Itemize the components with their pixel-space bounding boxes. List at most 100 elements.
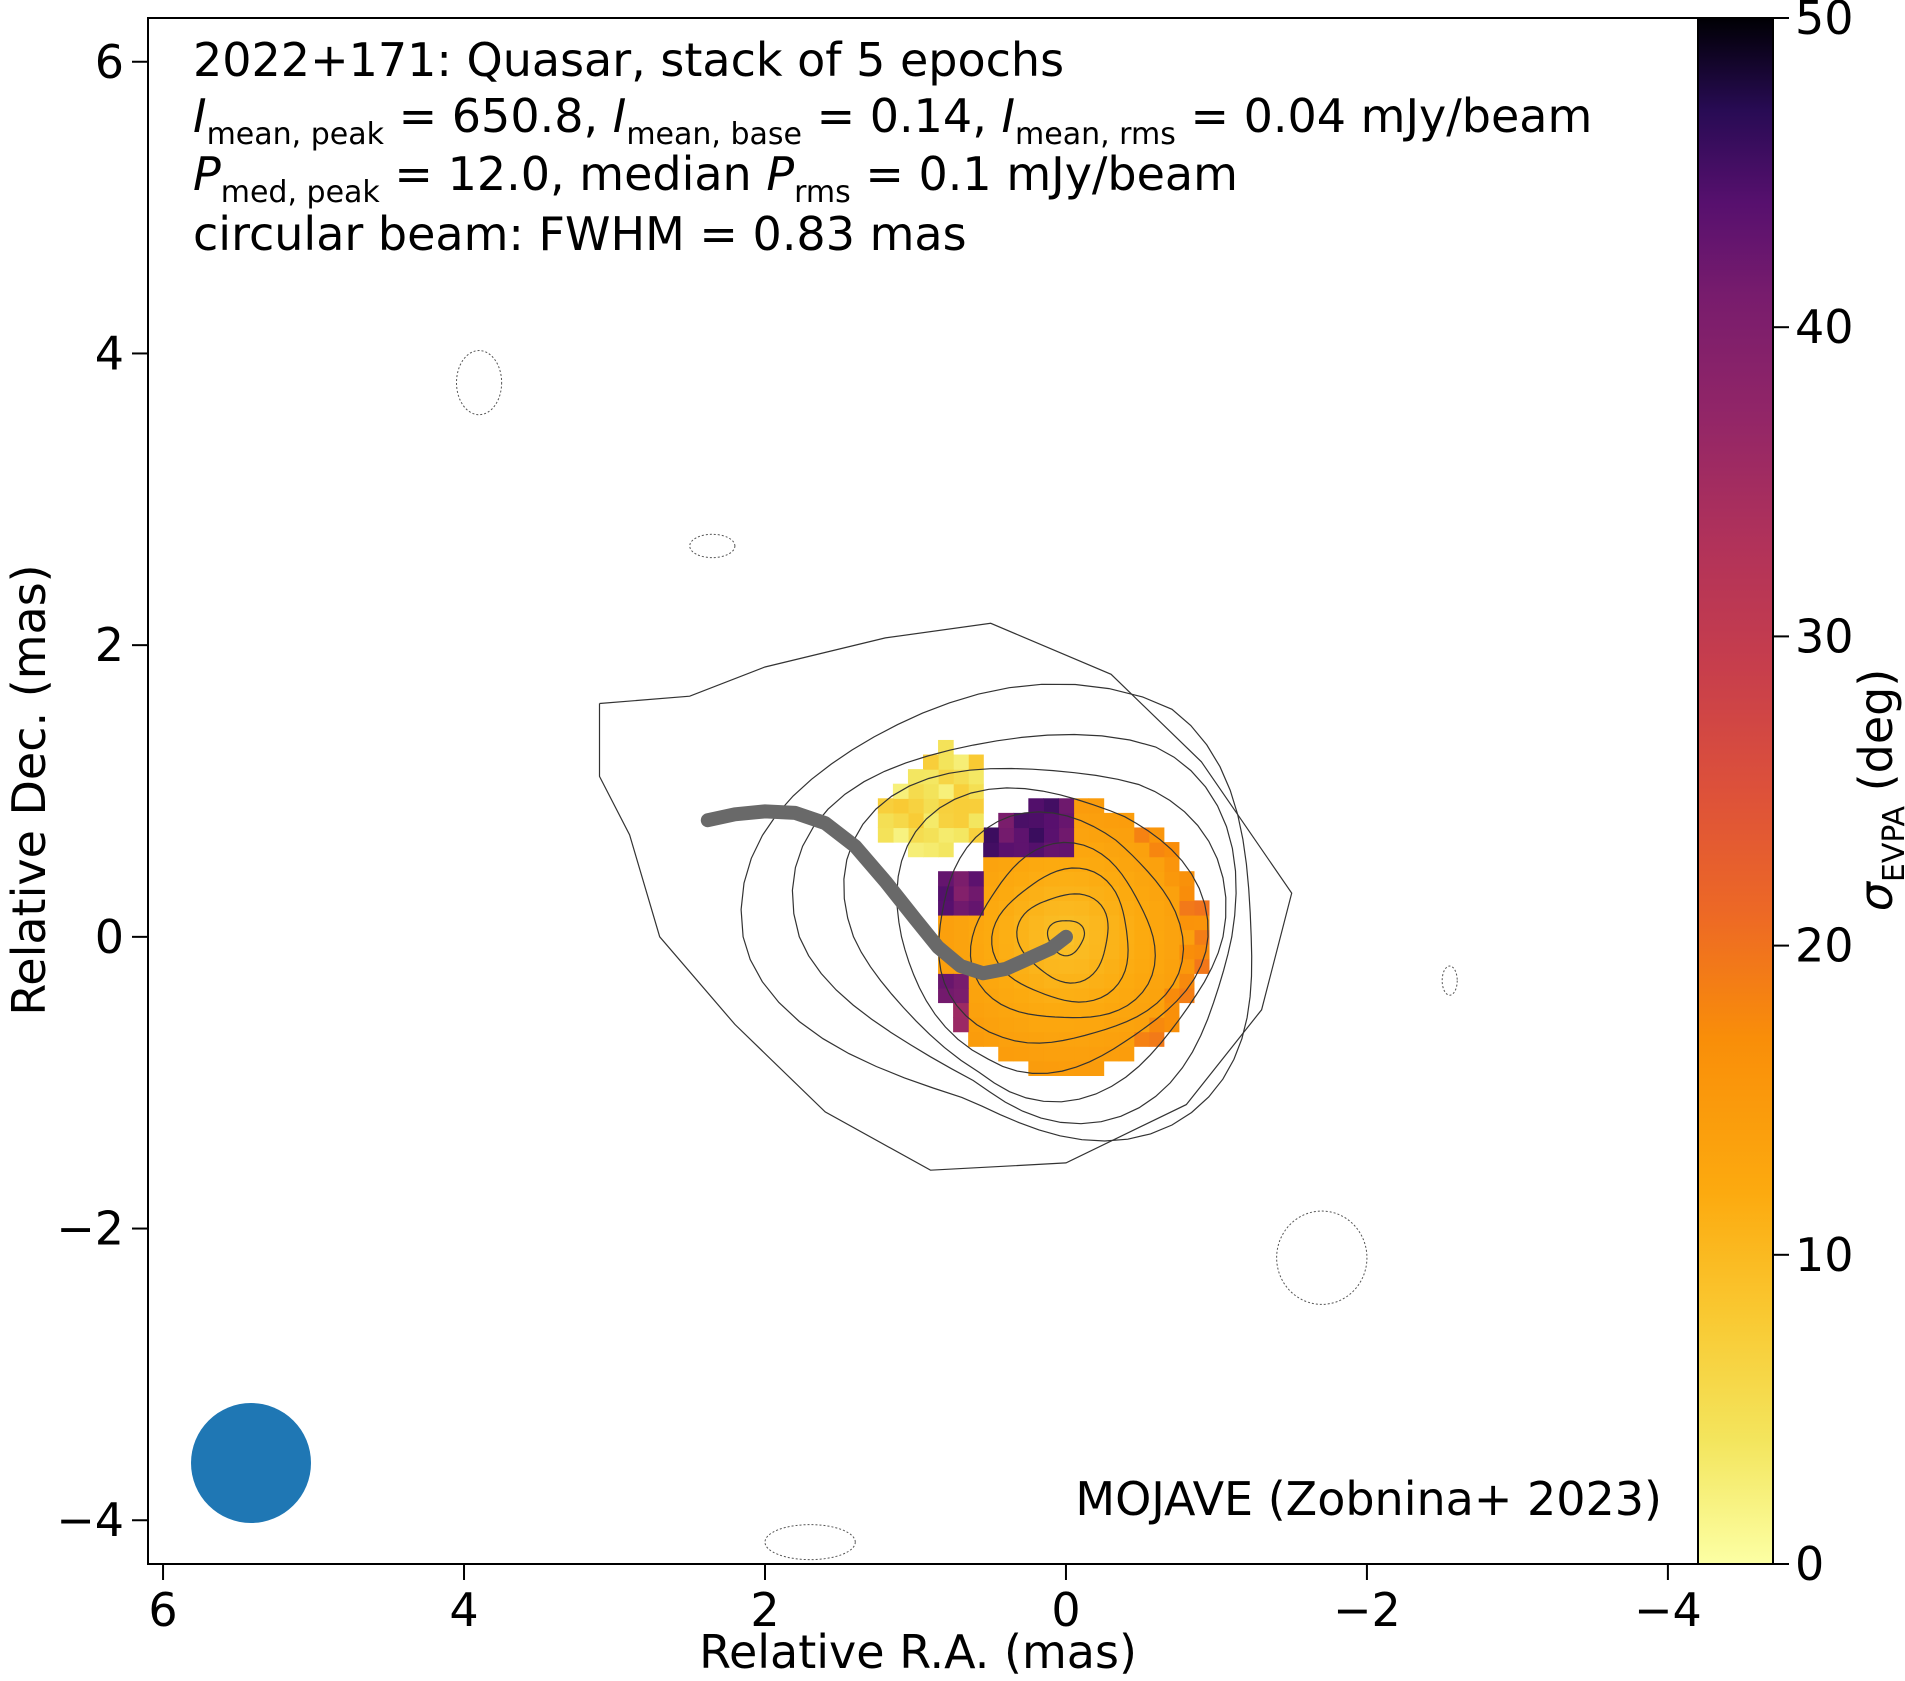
evpa-pixel <box>908 842 924 857</box>
evpa-pixel <box>983 915 999 930</box>
evpa-pixel <box>1043 798 1059 813</box>
contour-dotted <box>765 1525 855 1560</box>
y-tick-label: 2 <box>95 618 124 672</box>
evpa-pixel <box>1149 1002 1165 1017</box>
evpa-pixel <box>1179 900 1195 915</box>
y-tick-label: 0 <box>95 910 124 964</box>
evpa-pixel <box>968 769 984 784</box>
evpa-pixel <box>1164 944 1180 959</box>
intensity-rms-value: = 0.04 mJy/beam <box>1176 89 1592 143</box>
beam-info-line: circular beam: FWHM = 0.83 mas <box>193 207 967 261</box>
evpa-pixel <box>1149 988 1165 1003</box>
evpa-pixel <box>1058 959 1074 974</box>
evpa-pixel <box>1089 900 1105 915</box>
evpa-pixel <box>1089 944 1105 959</box>
evpa-pixel <box>1104 959 1120 974</box>
evpa-pixel <box>1149 1032 1165 1047</box>
evpa-pixel <box>923 842 939 857</box>
evpa-pixel <box>953 915 969 930</box>
contour-dotted <box>1442 966 1457 995</box>
evpa-pixel <box>1073 871 1089 886</box>
evpa-pixel <box>1104 886 1120 901</box>
evpa-pixel <box>983 944 999 959</box>
evpa-pixel <box>1104 857 1120 872</box>
evpa-pixel <box>1194 944 1210 959</box>
evpa-pixel <box>893 798 909 813</box>
evpa-pixel <box>998 886 1014 901</box>
x-axis-label: Relative R.A. (mas) <box>699 1625 1137 1679</box>
evpa-pixel <box>1134 915 1150 930</box>
evpa-pixel <box>968 827 984 842</box>
evpa-pixel <box>998 944 1014 959</box>
evpa-pixel <box>938 755 954 770</box>
evpa-pixel <box>968 871 984 886</box>
evpa-pixel <box>1149 973 1165 988</box>
colorbar-tick-label: 50 <box>1795 0 1854 45</box>
evpa-pixel <box>1104 915 1120 930</box>
evpa-pixel <box>893 827 909 842</box>
evpa-pixel <box>1043 915 1059 930</box>
evpa-pixel <box>998 1032 1014 1047</box>
evpa-pixel <box>1028 1032 1044 1047</box>
colorbar-sigma: σ <box>1849 880 1903 911</box>
evpa-pixel <box>1043 813 1059 828</box>
evpa-pixel <box>1058 1002 1074 1017</box>
colorbar-tick-label: 30 <box>1795 609 1854 663</box>
x-tick-label: −2 <box>1333 1583 1401 1637</box>
polarization-symbol-2: P <box>766 147 794 201</box>
y-axis-ticks: 6 4 2 0 −2 −4 <box>56 35 148 1547</box>
evpa-pixel <box>1194 959 1210 974</box>
evpa-pixel <box>1013 915 1029 930</box>
evpa-pixel <box>1013 1046 1029 1061</box>
evpa-pixel <box>1013 988 1029 1003</box>
colorbar-unit: (deg) <box>1849 669 1903 806</box>
evpa-pixel <box>983 900 999 915</box>
evpa-pixel <box>1164 930 1180 945</box>
evpa-pixel <box>923 827 939 842</box>
evpa-pixel <box>938 827 954 842</box>
y-tick-label: 6 <box>95 35 124 89</box>
evpa-pixel <box>938 813 954 828</box>
polarization-rms-subscript: rms <box>794 175 851 210</box>
intensity-line: Imean, peak = 650.8, Imean, base = 0.14,… <box>193 89 1592 152</box>
evpa-pixel <box>1058 871 1074 886</box>
evpa-pixel <box>1134 930 1150 945</box>
evpa-pixel <box>1013 827 1029 842</box>
evpa-pixel <box>953 827 969 842</box>
evpa-pixel <box>1149 915 1165 930</box>
contour-dotted <box>690 534 735 557</box>
evpa-pixel <box>938 842 954 857</box>
evpa-pixel <box>1149 871 1165 886</box>
evpa-pixel <box>1089 930 1105 945</box>
evpa-pixel <box>953 930 969 945</box>
evpa-pixel <box>1058 798 1074 813</box>
evpa-pixel <box>953 755 969 770</box>
evpa-pixel <box>1013 930 1029 945</box>
evpa-pixel <box>878 813 894 828</box>
evpa-pixel-layer <box>878 740 1210 1076</box>
y-tick-label: −4 <box>56 1493 124 1547</box>
evpa-pixel <box>1179 871 1195 886</box>
evpa-pixel <box>1013 1032 1029 1047</box>
evpa-pixel <box>998 1002 1014 1017</box>
evpa-pixel <box>1043 827 1059 842</box>
evpa-pixel <box>998 842 1014 857</box>
evpa-pixel <box>1164 1002 1180 1017</box>
evpa-pixel <box>1043 1046 1059 1061</box>
evpa-pixel <box>1013 842 1029 857</box>
evpa-pixel <box>1028 973 1044 988</box>
evpa-pixel <box>1089 1061 1105 1076</box>
colorbar-tick-label: 10 <box>1795 1228 1854 1282</box>
evpa-pixel <box>1073 1002 1089 1017</box>
evpa-pixel <box>968 886 984 901</box>
evpa-pixel <box>1028 798 1044 813</box>
evpa-pixel <box>1013 857 1029 872</box>
polarization-peak-subscript: med, peak <box>221 175 381 210</box>
evpa-pixel <box>938 784 954 799</box>
evpa-pixel <box>1119 827 1135 842</box>
evpa-pixel <box>1043 988 1059 1003</box>
evpa-pixel <box>1028 930 1044 945</box>
x-tick-label: 4 <box>449 1583 478 1637</box>
y-tick-label: 4 <box>95 326 124 380</box>
evpa-pixel <box>893 813 909 828</box>
